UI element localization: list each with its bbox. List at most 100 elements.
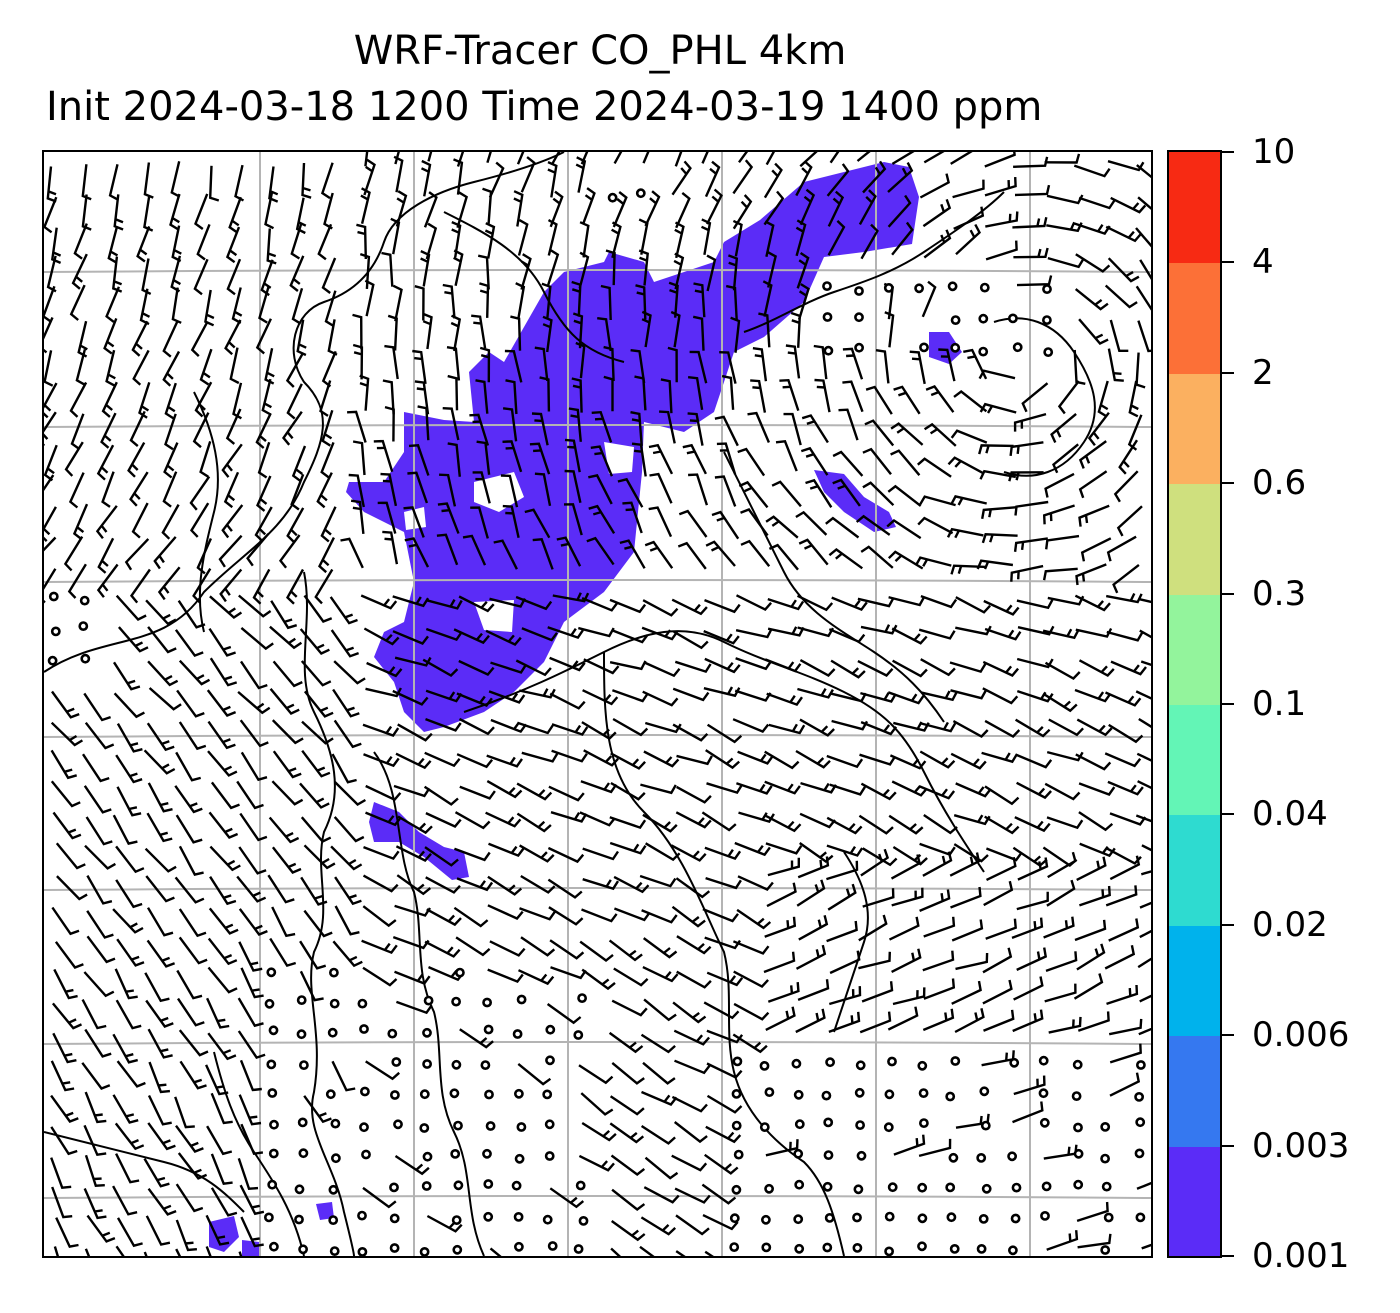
wind-barb: [1013, 976, 1044, 1001]
wind-barb: [163, 442, 179, 479]
wind-barb: [489, 597, 526, 608]
wind-barb: [1136, 164, 1151, 179]
calm-circle: [945, 1182, 956, 1193]
wind-barb: [303, 844, 336, 870]
wind-barb: [955, 952, 989, 971]
wind-barb: [502, 440, 523, 473]
wind-barb: [1087, 411, 1110, 447]
wind-barb: [453, 628, 490, 645]
calm-circle: [793, 1089, 804, 1100]
wind-barb: [583, 749, 619, 767]
wind-barb: [153, 536, 177, 570]
calm-circle: [296, 995, 307, 1005]
wind-barb: [221, 443, 243, 478]
wind-barb: [482, 187, 493, 224]
wind-barb: [175, 1124, 204, 1153]
wind-barb: [205, 1214, 230, 1246]
wind-barb: [84, 1248, 91, 1256]
wind-barb: [736, 908, 772, 930]
calm-circle: [732, 1056, 743, 1067]
wind-barb: [619, 539, 646, 569]
wind-barb: [318, 537, 335, 574]
wind-barb: [116, 1060, 146, 1088]
wind-barb: [795, 219, 807, 257]
calm-circle: [976, 1244, 987, 1254]
calm-circle: [268, 1241, 279, 1252]
wind-barb: [493, 539, 518, 570]
wind-barb: [549, 656, 586, 672]
calm-circle: [513, 1088, 524, 1099]
calm-circle: [950, 315, 961, 325]
wind-barb: [272, 750, 302, 779]
wind-barb: [210, 1092, 233, 1125]
wind-barb: [610, 752, 646, 770]
wind-barb: [286, 568, 305, 605]
wind-barb: [1078, 811, 1114, 832]
wind-barb: [116, 723, 143, 753]
wind-barb: [764, 220, 775, 257]
wind-barb: [105, 286, 121, 323]
wind-barb: [766, 882, 797, 908]
wind-barb: [860, 545, 894, 569]
calm-circle: [733, 1149, 744, 1160]
wind-barb: [644, 661, 681, 678]
wind-barb: [67, 563, 87, 599]
wind-barb: [44, 317, 54, 354]
wind-barb: [716, 442, 737, 475]
wind-barb: [321, 257, 337, 294]
wind-barb: [983, 1009, 1015, 1032]
wind-barb: [702, 907, 739, 923]
wind-barb: [502, 407, 518, 442]
wind-barb: [489, 1247, 502, 1256]
wind-barb: [1017, 625, 1055, 636]
wind-barb: [458, 717, 495, 736]
wind-barb: [395, 190, 408, 227]
calm-circle: [391, 1057, 402, 1067]
wind-barb: [64, 441, 84, 477]
calm-circle: [1134, 1148, 1145, 1159]
wind-barb: [207, 966, 238, 994]
wind-barb: [798, 915, 829, 941]
wind-barb: [377, 501, 397, 534]
wind-barb: [827, 190, 845, 227]
wind-barb: [704, 598, 741, 614]
wind-barb: [54, 941, 84, 969]
wind-barb: [922, 1008, 955, 1032]
calm-circle: [79, 595, 90, 606]
wind-barb: [917, 457, 952, 478]
wind-barb: [382, 379, 395, 415]
wind-barb: [706, 1094, 743, 1114]
calm-circle: [917, 1213, 928, 1224]
wind-barb: [551, 749, 588, 763]
wind-barb: [860, 223, 879, 260]
wind-barb: [395, 845, 432, 862]
calm-circle: [1100, 1122, 1111, 1132]
wind-barb: [175, 814, 203, 844]
wind-barb: [224, 319, 242, 356]
wind-barb: [178, 908, 207, 938]
calm-circle: [1101, 1181, 1112, 1192]
wind-barb: [768, 543, 799, 571]
wind-barb: [582, 847, 619, 861]
wind-barb: [923, 229, 952, 259]
wind-barb: [484, 222, 496, 259]
wind-barb: [828, 628, 866, 644]
wind-barb: [515, 659, 552, 677]
wind-barb: [486, 780, 523, 799]
wind-barb: [196, 223, 211, 261]
wind-barb: [210, 1153, 233, 1186]
wind-barb: [732, 718, 770, 734]
wind-barb: [763, 190, 785, 226]
wind-barb: [84, 844, 116, 870]
map-panel[interactable]: [42, 150, 1153, 1258]
wind-barb: [826, 920, 858, 943]
wind-barb: [705, 749, 741, 770]
wind-barb: [610, 781, 646, 801]
wind-barb: [610, 1247, 621, 1256]
wind-barb: [721, 374, 735, 410]
wind-barb: [485, 811, 522, 828]
wind-barb: [83, 692, 111, 722]
wind-barb: [738, 811, 775, 824]
wind-barb: [564, 469, 582, 503]
wind-barb: [423, 785, 459, 806]
